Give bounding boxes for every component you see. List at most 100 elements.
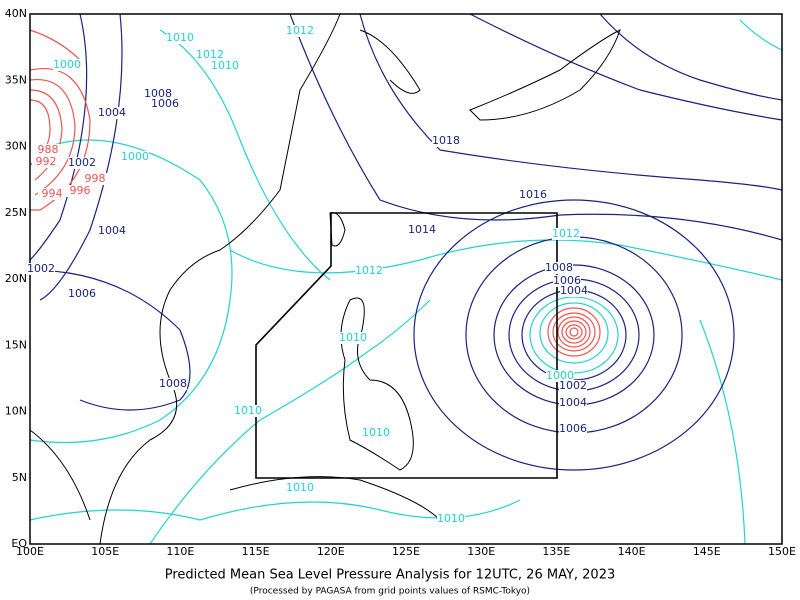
contour-label: 1006 xyxy=(68,287,96,300)
contour-label-bg xyxy=(286,25,314,37)
contour-label: 1010 xyxy=(286,481,314,494)
isobar xyxy=(159,29,331,281)
contour-label-bg xyxy=(286,482,314,494)
contour-label: 994 xyxy=(42,187,63,200)
contour-label: 1000 xyxy=(546,369,574,382)
map-frame xyxy=(29,13,783,545)
contour-label-bg xyxy=(432,135,460,147)
contour-label: 1010 xyxy=(211,59,239,72)
isobar xyxy=(289,13,783,241)
contour-label: 1004 xyxy=(560,284,588,297)
lon-label: 125E xyxy=(392,545,420,558)
contour-label: 1000 xyxy=(53,58,81,71)
isobar xyxy=(413,199,735,471)
contour-label: 1010 xyxy=(166,31,194,44)
contour-label: 1002 xyxy=(68,156,96,169)
contour-label: 1000 xyxy=(121,150,149,163)
contour-label-bg xyxy=(437,513,465,525)
contour-label-bg xyxy=(66,185,94,197)
contour-label: 1016 xyxy=(519,188,547,201)
lat-label: 35N xyxy=(5,73,27,86)
contour-label: 1014 xyxy=(408,223,436,236)
contour-label: 998 xyxy=(85,172,106,185)
isobar xyxy=(229,239,783,281)
contour-label: 1006 xyxy=(151,97,179,110)
contour-label: 1012 xyxy=(286,24,314,37)
contour-label-bg xyxy=(81,173,109,185)
contour-label-bg xyxy=(552,228,580,240)
korea xyxy=(359,29,421,94)
isobar xyxy=(699,319,746,545)
typhoon-core xyxy=(547,307,601,357)
lat-label: EQ xyxy=(11,537,27,550)
contour-label-bg xyxy=(234,405,262,417)
isobar xyxy=(539,302,609,364)
lon-label: 120E xyxy=(317,545,345,558)
contour-label-bg xyxy=(560,285,588,297)
contour-label: 988 xyxy=(38,143,59,156)
lat-label: 5N xyxy=(12,471,27,484)
contour-label: 1006 xyxy=(553,274,581,287)
lon-label: 130E xyxy=(467,545,495,558)
contour-label-bg xyxy=(68,157,96,169)
lat-label: 40N xyxy=(5,7,27,20)
contour-label-bg xyxy=(546,370,574,382)
coastline xyxy=(99,13,341,545)
contour-label-bg xyxy=(519,189,547,201)
contour-label: 1004 xyxy=(98,106,126,119)
contour-label-bg xyxy=(339,332,367,344)
lon-label: 115E xyxy=(242,545,270,558)
lon-label: 105E xyxy=(91,545,119,558)
lat-label: 20N xyxy=(5,272,27,285)
contour-label-bg xyxy=(98,225,126,237)
contour-label: 1006 xyxy=(559,422,587,435)
contour-label: 1002 xyxy=(27,262,55,275)
contours xyxy=(29,13,783,545)
lat-label: 25N xyxy=(5,206,27,219)
map-title: Predicted Mean Sea Level Pressure Analys… xyxy=(165,568,616,583)
contour-label: 1008 xyxy=(144,87,172,100)
contour-label: 1010 xyxy=(362,426,390,439)
isobar xyxy=(599,13,783,101)
contour-label: 1012 xyxy=(552,227,580,240)
coastline xyxy=(29,429,91,521)
contour-label-bg xyxy=(211,60,239,72)
contour-label-bg xyxy=(121,151,149,163)
lon-label: 135E xyxy=(542,545,570,558)
contour-label: 1004 xyxy=(98,224,126,237)
isobar xyxy=(359,13,783,191)
contour-label: 1010 xyxy=(437,512,465,525)
lat-label: 10N xyxy=(5,405,27,418)
contour-label-bg xyxy=(53,59,81,71)
borneo xyxy=(229,476,441,521)
contour-label: 1012 xyxy=(355,264,383,277)
isobar xyxy=(29,269,191,411)
contour-label: 1012 xyxy=(196,48,224,61)
contour-label-bg xyxy=(408,224,436,236)
contour-label-bg xyxy=(559,380,587,392)
lon-label: 140E xyxy=(618,545,646,558)
contour-label: 1004 xyxy=(559,396,587,409)
contour-label-bg xyxy=(27,263,55,275)
contour-label-bg xyxy=(159,378,187,390)
contour-label: 1010 xyxy=(339,331,367,344)
contour-label: 992 xyxy=(36,155,57,168)
isobar xyxy=(149,299,431,545)
par-boundary xyxy=(255,212,558,479)
contour-label-bg xyxy=(362,427,390,439)
lon-label: 145E xyxy=(693,545,721,558)
contour-label: 996 xyxy=(70,184,91,197)
contour-label-bg xyxy=(355,265,383,277)
contour-label-bg xyxy=(34,144,62,156)
isobar xyxy=(29,139,233,444)
contour-label-bg xyxy=(559,397,587,409)
map-subtitle: (Processed by PAGASA from grid points va… xyxy=(250,587,530,597)
contour-label: 1018 xyxy=(432,134,460,147)
lon-label: 150E xyxy=(768,545,796,558)
contour-label-bg xyxy=(553,275,581,287)
coastlines xyxy=(29,13,621,545)
japan xyxy=(469,29,621,121)
isobar xyxy=(39,13,123,301)
